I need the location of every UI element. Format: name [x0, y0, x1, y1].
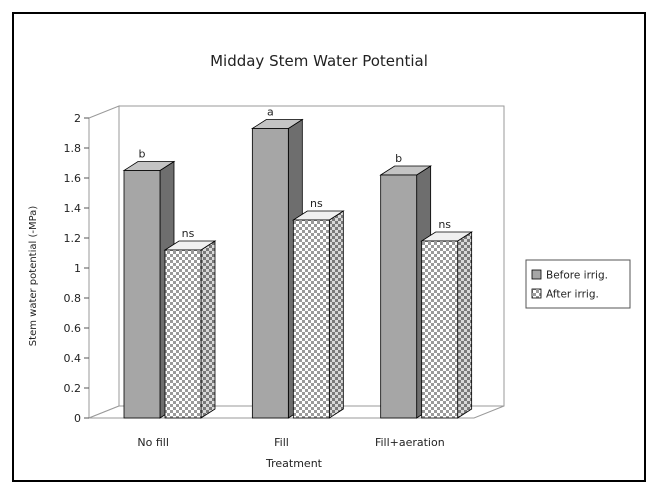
data-label: a: [267, 106, 274, 119]
bar: [252, 129, 288, 419]
x-axis-title: Treatment: [265, 457, 323, 470]
y-tick-label: 1.4: [64, 202, 82, 215]
y-tick-label: 0.4: [64, 352, 82, 365]
chart-frame: Midday Stem Water Potential 0 0.2 0.4 0.6 0.…: [12, 12, 646, 482]
side-wall: [89, 106, 119, 418]
y-tick-label: 1.6: [64, 172, 82, 185]
legend-swatch: [532, 289, 541, 298]
y-axis-title: Stem water potential (-MPa): [28, 206, 39, 347]
data-label: b: [139, 148, 146, 161]
bar-side: [201, 241, 215, 418]
bar-side: [329, 211, 343, 418]
legend: Before irrig. After irrig.: [526, 260, 630, 308]
data-label: b: [395, 152, 402, 165]
bar: [124, 171, 160, 419]
y-tick-label: 0.6: [64, 322, 82, 335]
bar: [293, 220, 329, 418]
legend-box: [526, 260, 630, 308]
x-tick-label: No fill: [137, 436, 169, 449]
legend-swatch: [532, 270, 541, 279]
data-label: ns: [182, 227, 195, 240]
bar: [422, 241, 458, 418]
y-tick-label: 1.2: [64, 232, 82, 245]
data-label: ns: [310, 197, 323, 210]
y-tick-label: 2: [74, 112, 81, 125]
data-label: ns: [438, 218, 451, 231]
x-tick-label: Fill: [274, 436, 289, 449]
y-tick-label: 1.8: [64, 142, 82, 155]
y-tick-label: 0: [74, 412, 81, 425]
legend-label: Before irrig.: [546, 270, 608, 282]
x-tick-label: Fill+aeration: [375, 436, 445, 449]
y-tick-label: 1: [74, 262, 81, 275]
y-tick-label: 0.2: [64, 382, 82, 395]
bar-side: [458, 232, 472, 418]
bar: [165, 250, 201, 418]
legend-label: After irrig.: [546, 289, 599, 301]
bar: [381, 175, 417, 418]
y-tick-label: 0.8: [64, 292, 82, 305]
chart-title: Midday Stem Water Potential: [210, 52, 428, 70]
chart-canvas: Midday Stem Water Potential 0 0.2 0.4 0.6 0.…: [14, 14, 644, 480]
